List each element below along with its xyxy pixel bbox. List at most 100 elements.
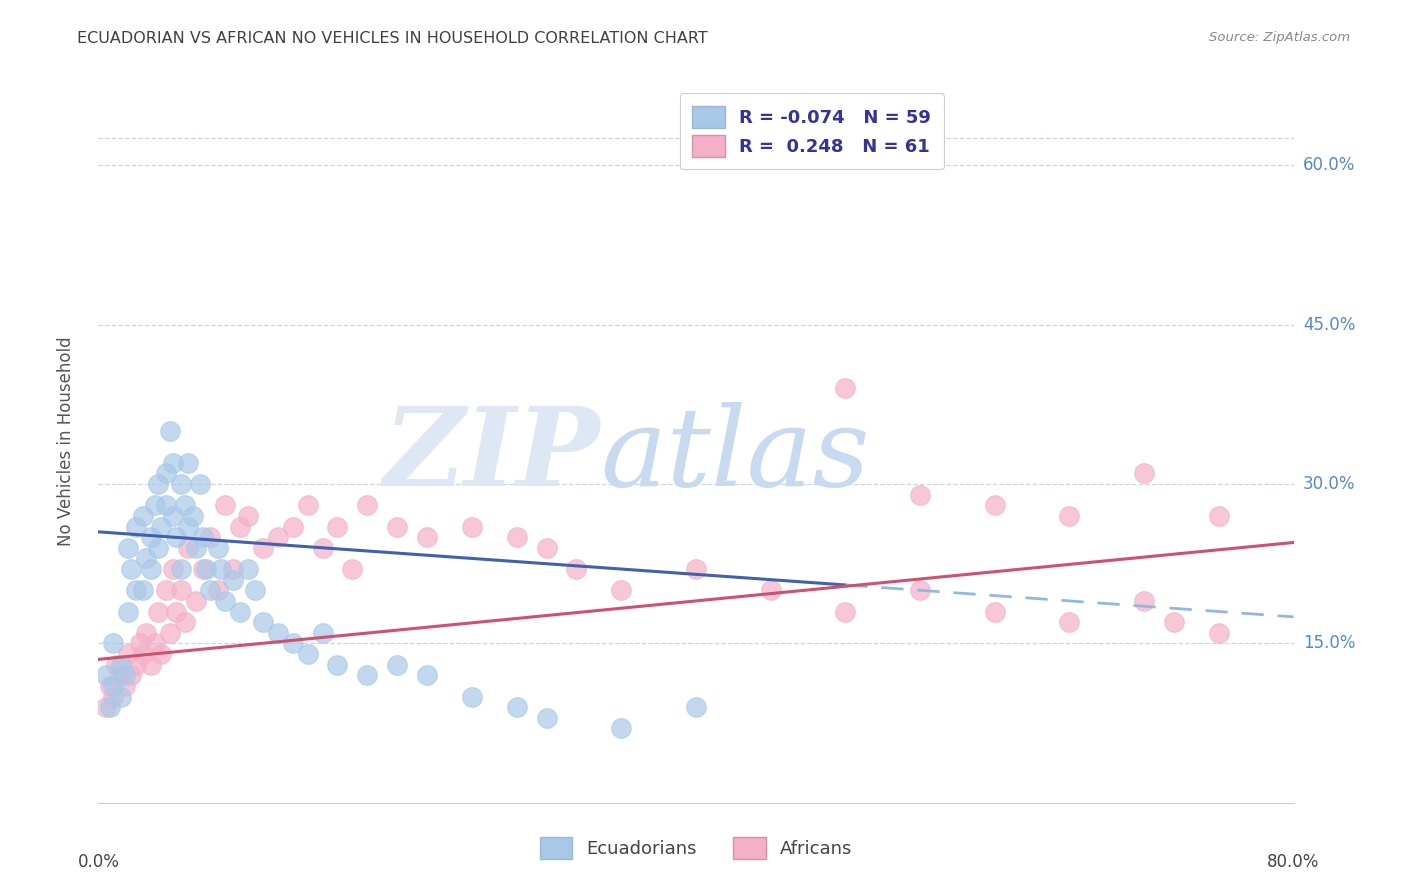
Point	[416, 530, 439, 544]
Point	[114, 679, 136, 693]
Point	[685, 562, 707, 576]
Point	[184, 541, 207, 555]
Point	[984, 605, 1007, 619]
Point	[385, 519, 409, 533]
Point	[174, 615, 197, 630]
Point	[98, 700, 122, 714]
Point	[236, 508, 259, 523]
Point	[229, 519, 252, 533]
Point	[132, 647, 155, 661]
Text: 0.0%: 0.0%	[77, 854, 120, 871]
Point	[103, 690, 125, 704]
Point	[94, 700, 117, 714]
Text: 15.0%: 15.0%	[1303, 634, 1355, 652]
Point	[188, 477, 211, 491]
Point	[908, 583, 931, 598]
Point	[117, 541, 139, 555]
Point	[148, 605, 170, 619]
Point	[165, 530, 187, 544]
Point	[214, 594, 236, 608]
Text: ZIP: ZIP	[384, 402, 600, 509]
Point	[200, 583, 222, 598]
Point	[222, 562, 245, 576]
Point	[267, 530, 290, 544]
Point	[1133, 467, 1156, 481]
Point	[148, 541, 170, 555]
Point	[565, 562, 588, 576]
Point	[1133, 594, 1156, 608]
Point	[135, 551, 157, 566]
Point	[461, 519, 484, 533]
Point	[536, 711, 558, 725]
Point	[125, 657, 148, 672]
Point	[125, 519, 148, 533]
Point	[148, 477, 170, 491]
Point	[281, 636, 304, 650]
Point	[209, 562, 232, 576]
Point	[120, 562, 142, 576]
Point	[169, 477, 191, 491]
Point	[342, 562, 364, 576]
Point	[139, 657, 162, 672]
Point	[222, 573, 245, 587]
Point	[1059, 615, 1081, 630]
Y-axis label: No Vehicles in Household: No Vehicles in Household	[56, 336, 75, 547]
Text: Source: ZipAtlas.com: Source: ZipAtlas.com	[1209, 31, 1350, 45]
Point	[1208, 625, 1230, 640]
Point	[759, 583, 782, 598]
Point	[297, 498, 319, 512]
Point	[110, 668, 132, 682]
Point	[103, 636, 125, 650]
Point	[834, 381, 856, 395]
Point	[506, 530, 529, 544]
Point	[162, 508, 184, 523]
Point	[162, 456, 184, 470]
Point	[155, 467, 177, 481]
Point	[1059, 508, 1081, 523]
Point	[245, 583, 267, 598]
Point	[207, 583, 229, 598]
Point	[169, 583, 191, 598]
Point	[105, 657, 128, 672]
Point	[139, 562, 162, 576]
Point	[129, 636, 152, 650]
Point	[207, 541, 229, 555]
Point	[150, 519, 173, 533]
Point	[195, 562, 218, 576]
Point	[214, 498, 236, 512]
Point	[94, 668, 117, 682]
Point	[117, 647, 139, 661]
Point	[120, 668, 142, 682]
Point	[110, 690, 132, 704]
Text: atlas: atlas	[600, 402, 870, 509]
Point	[252, 615, 274, 630]
Point	[311, 541, 333, 555]
Point	[416, 668, 439, 682]
Text: 80.0%: 80.0%	[1267, 854, 1320, 871]
Legend: Ecuadorians, Africans: Ecuadorians, Africans	[533, 830, 859, 866]
Point	[461, 690, 484, 704]
Point	[297, 647, 319, 661]
Point	[326, 657, 349, 672]
Point	[191, 530, 214, 544]
Point	[1208, 508, 1230, 523]
Point	[177, 519, 200, 533]
Point	[984, 498, 1007, 512]
Point	[98, 679, 122, 693]
Point	[252, 541, 274, 555]
Point	[174, 498, 197, 512]
Point	[165, 605, 187, 619]
Point	[181, 508, 204, 523]
Point	[385, 657, 409, 672]
Point	[177, 541, 200, 555]
Point	[110, 657, 132, 672]
Point	[114, 668, 136, 682]
Point	[685, 700, 707, 714]
Point	[143, 498, 166, 512]
Point	[177, 456, 200, 470]
Point	[200, 530, 222, 544]
Point	[191, 562, 214, 576]
Point	[159, 625, 181, 640]
Point	[610, 722, 633, 736]
Point	[132, 583, 155, 598]
